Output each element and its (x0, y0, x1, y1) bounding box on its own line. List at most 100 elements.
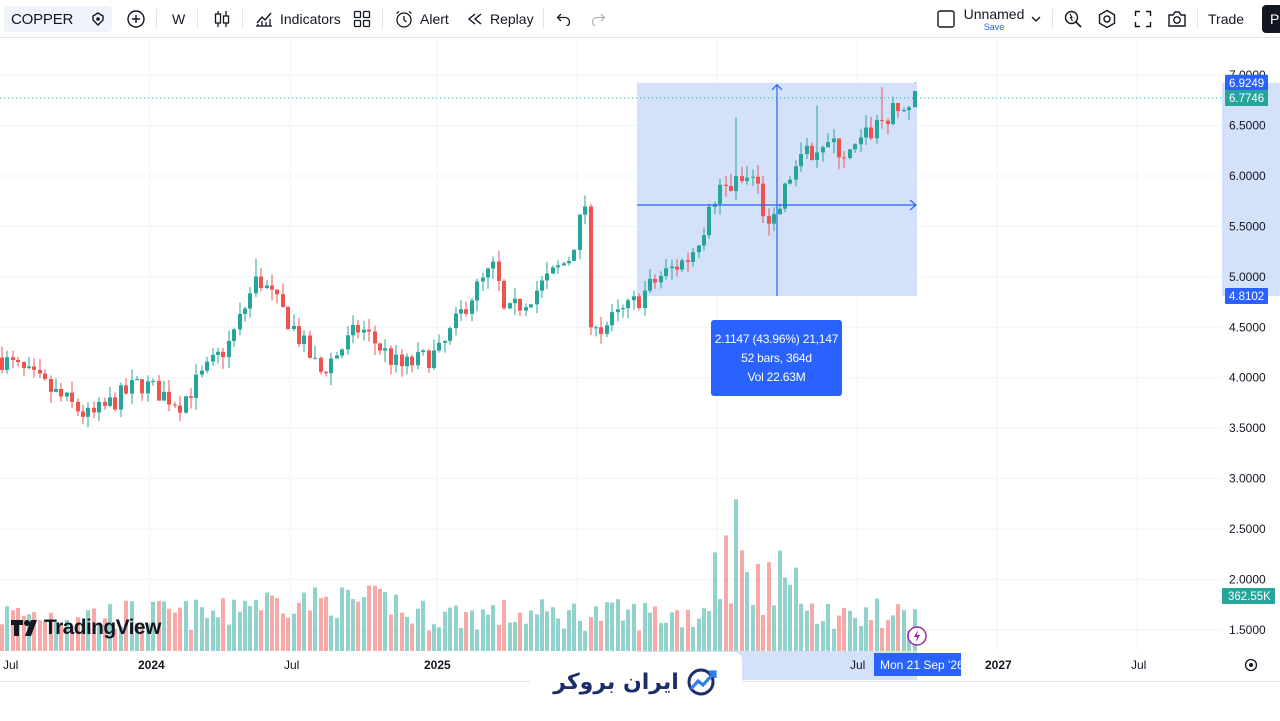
fullscreen-icon[interactable] (1133, 0, 1153, 38)
candle-body (11, 357, 15, 360)
candle-body (59, 388, 63, 397)
measure-tooltip: 2.1147 (43.96%) 21,147 52 bars, 364d Vol… (711, 320, 842, 396)
watermark: ایران بروکر (530, 652, 742, 712)
volume-bar (184, 600, 188, 651)
candle-body (594, 327, 598, 329)
candle-body (540, 280, 544, 291)
candle-body (308, 335, 312, 358)
camera-icon[interactable] (1166, 0, 1188, 38)
replay-button[interactable]: Replay (466, 0, 534, 38)
volume-bar (713, 552, 717, 651)
candle-body (605, 325, 609, 334)
candle-body (113, 397, 117, 410)
volume-bar (351, 599, 355, 651)
candle-body (130, 380, 134, 394)
volume-bar (724, 535, 728, 651)
candle-body (788, 179, 792, 184)
volume-bar (864, 607, 868, 651)
candle-body (621, 308, 625, 310)
volume-bar (756, 563, 760, 651)
volume-bar (130, 601, 134, 651)
divider (242, 9, 243, 29)
candle-body (880, 119, 884, 121)
trade-button[interactable]: Trade (1208, 11, 1245, 27)
candle-body (691, 252, 695, 262)
volume-bar (378, 588, 382, 651)
chevron-down-icon[interactable] (1029, 0, 1043, 38)
volume-bar (578, 620, 582, 651)
candle-body (486, 268, 490, 278)
indicators-button[interactable]: Indicators (254, 0, 341, 38)
candle-body (432, 350, 436, 368)
price-tick-label: 6.0000 (1229, 169, 1266, 183)
candle-body (680, 260, 684, 270)
volume-bar (205, 617, 209, 651)
candle-body (724, 184, 728, 187)
candle-body (178, 405, 182, 413)
grid (0, 39, 1222, 651)
volume-bar (772, 605, 776, 651)
measure-arrowhead (771, 83, 783, 91)
volume-label: 362.55K (1228, 591, 1271, 603)
layout-name[interactable]: Unnamed Save (964, 0, 1025, 38)
top-toolbar: COPPER W Indicators Alert Replay (0, 0, 1280, 38)
candle-body (794, 166, 798, 180)
candle-body (481, 277, 485, 282)
volume-bar (594, 606, 598, 651)
candle-body (319, 357, 323, 372)
candle-body (340, 349, 344, 356)
volume-bar (146, 623, 150, 651)
publish-button[interactable]: Pu (1262, 5, 1280, 33)
candle-body (97, 401, 101, 413)
candle-body (859, 137, 863, 145)
candle-body (767, 216, 771, 224)
undo-icon[interactable] (554, 0, 574, 38)
volume-bar (535, 614, 539, 651)
candle-body (38, 369, 42, 374)
volume-bar (783, 577, 787, 651)
volume-bar (254, 600, 258, 651)
candle-body (913, 91, 917, 108)
divider (197, 9, 198, 29)
volume-bar (367, 585, 371, 651)
candle-body (821, 147, 825, 153)
volume-bar (562, 628, 566, 651)
settings-icon[interactable] (1097, 0, 1117, 38)
redo-icon[interactable] (588, 0, 608, 38)
candle-body (189, 396, 193, 398)
volume-bar (729, 603, 733, 651)
candle-body (243, 308, 247, 314)
candle-body (745, 177, 749, 181)
interval-button[interactable]: W (172, 11, 186, 27)
volume-bar (718, 599, 722, 651)
volume-bar (626, 609, 630, 651)
price-tick-label: 5.0000 (1229, 270, 1266, 284)
volume-bar (405, 616, 409, 651)
bar-style-icon[interactable] (212, 0, 232, 38)
candle-body (292, 325, 296, 330)
volume-bar (653, 606, 657, 651)
symbol-search-icon[interactable] (88, 9, 108, 29)
symbol-search[interactable]: COPPER (4, 6, 112, 32)
volume-bar (157, 601, 161, 651)
candle-body (643, 290, 647, 309)
price-axis: 7.00006.50006.00005.50005.00004.50004.00… (1222, 39, 1280, 651)
candle-body (232, 329, 236, 341)
add-symbol-icon[interactable] (124, 0, 148, 38)
time-tick-label: Jul (3, 658, 18, 672)
candle-body (227, 340, 231, 358)
candle-body (664, 268, 668, 276)
candle-body (464, 309, 468, 314)
volume-bar (167, 608, 171, 651)
volume-bar (616, 599, 620, 651)
alert-button[interactable]: Alert (394, 0, 449, 38)
volume-bar (97, 622, 101, 651)
volume-bar (875, 598, 879, 651)
volume-bar (486, 614, 490, 651)
templates-icon[interactable] (352, 0, 372, 38)
price-chart[interactable]: 7.00006.50006.00005.50005.00004.50004.00… (0, 39, 1280, 681)
quick-search-icon[interactable] (1063, 0, 1083, 38)
candle-body (119, 385, 123, 410)
checkbox-icon[interactable] (936, 0, 956, 38)
candle-body (545, 273, 549, 281)
